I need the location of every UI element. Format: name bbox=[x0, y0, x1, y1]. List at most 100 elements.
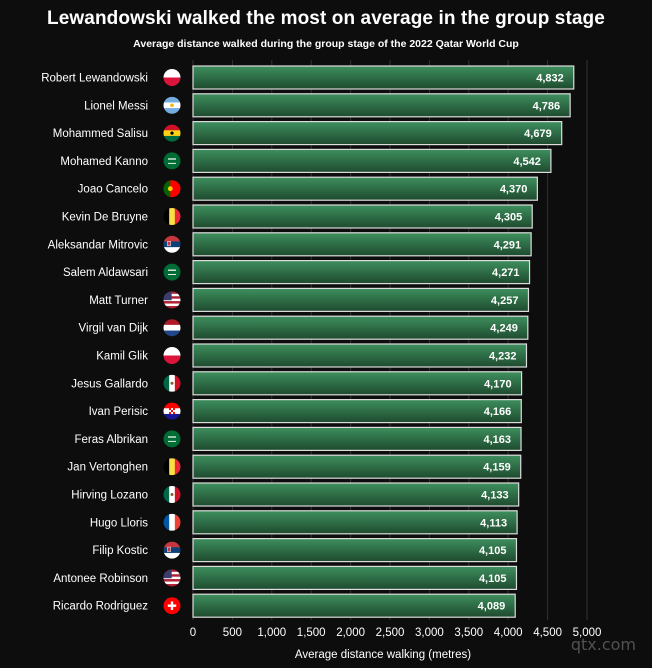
bar bbox=[192, 371, 523, 396]
category-label: Hirving Lozano bbox=[71, 490, 148, 502]
category-label: Mohamed Kanno bbox=[60, 156, 148, 168]
belgium-flag-icon bbox=[163, 458, 181, 476]
x-axis-label: Average distance walking (metres) bbox=[295, 649, 471, 661]
x-tick-label: 4,500 bbox=[533, 627, 562, 639]
category-label: Salem Aldawsari bbox=[63, 267, 148, 279]
poland-flag-icon bbox=[163, 69, 181, 86]
category-labels: Robert Lewandowski Lionel Messi Mohammed S… bbox=[41, 73, 148, 613]
bar-value-label: 4,257 bbox=[491, 295, 519, 307]
category-label: Matt Turner bbox=[89, 295, 148, 307]
bar bbox=[192, 510, 518, 535]
x-tick-label: 1,500 bbox=[297, 627, 326, 639]
x-tick-label: 2,000 bbox=[336, 627, 365, 639]
category-label: Hugo Lloris bbox=[90, 517, 148, 529]
watermark: qtx.com bbox=[570, 635, 636, 654]
bar bbox=[192, 260, 531, 285]
saudi-arabia-flag-icon bbox=[163, 430, 181, 448]
bar-value-label: 4,370 bbox=[500, 184, 528, 196]
bar-value-label: 4,170 bbox=[484, 378, 512, 390]
bar bbox=[192, 537, 518, 563]
category-label: Aleksandar Mitrovic bbox=[48, 239, 149, 251]
category-label: Feras Albrikan bbox=[74, 434, 148, 446]
bar bbox=[192, 315, 529, 340]
bar-value-label: 4,166 bbox=[484, 406, 512, 418]
switzerland-flag-icon bbox=[163, 597, 181, 615]
bar-value-label: 4,542 bbox=[513, 156, 541, 168]
poland-flag-icon bbox=[163, 347, 181, 364]
usa-flag-icon bbox=[163, 291, 181, 309]
bar-value-label: 4,832 bbox=[536, 73, 564, 85]
bar bbox=[192, 593, 516, 618]
bar bbox=[192, 454, 522, 479]
bar bbox=[192, 204, 533, 229]
flags bbox=[163, 69, 181, 615]
category-label: Ivan Perisic bbox=[89, 406, 149, 418]
serbia-flag-icon bbox=[163, 235, 181, 253]
x-tick-label: 3,500 bbox=[454, 627, 483, 639]
category-label: Kevin De Bruyne bbox=[62, 212, 148, 224]
bar bbox=[192, 343, 528, 368]
category-label: Joao Cancelo bbox=[78, 184, 148, 196]
category-label: Virgil van Dijk bbox=[79, 323, 149, 335]
x-tick-label: 0 bbox=[190, 627, 196, 639]
category-label: Filip Kostic bbox=[92, 545, 148, 557]
x-tick-label: 4,000 bbox=[494, 627, 523, 639]
saudi-arabia-flag-icon bbox=[163, 152, 181, 170]
bar-value-label: 4,089 bbox=[478, 601, 506, 613]
netherlands-flag-icon bbox=[163, 319, 181, 337]
bar-value-label: 4,291 bbox=[494, 239, 522, 251]
bar-value-label: 4,271 bbox=[492, 267, 520, 279]
france-flag-icon bbox=[163, 513, 181, 531]
serbia-flag-icon bbox=[163, 541, 181, 559]
bar bbox=[192, 120, 563, 146]
x-axis-ticks: 0 500 1,000 1,500 2,000 2,500 3,000 3,500 4,000 4… bbox=[190, 627, 602, 639]
category-label: Robert Lewandowski bbox=[41, 73, 148, 85]
category-label: Ricardo Rodriguez bbox=[53, 601, 148, 613]
bar bbox=[192, 148, 552, 173]
mexico-flag-icon bbox=[163, 374, 181, 392]
bar-value-label: 4,786 bbox=[533, 100, 561, 112]
bar bbox=[192, 399, 522, 424]
bar bbox=[192, 232, 532, 257]
bar bbox=[192, 482, 520, 507]
bar bbox=[192, 565, 518, 591]
bar-value-label: 4,305 bbox=[495, 212, 523, 224]
x-tick-label: 1,000 bbox=[257, 627, 286, 639]
bar-value-label: 4,163 bbox=[484, 434, 512, 446]
x-tick-label: 3,000 bbox=[415, 627, 444, 639]
category-label: Jesus Gallardo bbox=[71, 378, 148, 390]
category-label: Mohammed Salisu bbox=[53, 128, 148, 140]
bar-value-label: 4,105 bbox=[479, 573, 507, 585]
bar-value-label: 4,133 bbox=[481, 490, 509, 502]
bars: 4,832 4,786 4,679 4,542 4,370 4,305 4,291 4,271… bbox=[192, 65, 575, 618]
bar bbox=[192, 93, 571, 118]
bar bbox=[192, 287, 530, 312]
bar bbox=[192, 426, 522, 451]
chart-title: Lewandowski walked the most on average i… bbox=[47, 8, 605, 29]
bar-value-label: 4,159 bbox=[483, 462, 511, 474]
saudi-arabia-flag-icon bbox=[163, 263, 181, 281]
category-label: Lionel Messi bbox=[84, 100, 148, 112]
mexico-flag-icon bbox=[163, 486, 181, 503]
bar-value-label: 4,105 bbox=[479, 545, 507, 557]
x-tick-label: 500 bbox=[223, 627, 242, 639]
category-label: Kamil Glik bbox=[96, 351, 148, 363]
ghana-flag-icon bbox=[163, 124, 181, 142]
belgium-flag-icon bbox=[163, 208, 181, 225]
bar bbox=[192, 176, 538, 201]
croatia-flag-icon bbox=[163, 402, 181, 420]
bar-value-label: 4,249 bbox=[490, 323, 518, 335]
chart-subtitle: Average distance walked during the group… bbox=[133, 38, 519, 50]
usa-flag-icon bbox=[163, 569, 181, 587]
portugal-flag-icon bbox=[163, 180, 181, 198]
category-label: Jan Vertonghen bbox=[67, 462, 148, 474]
bar-value-label: 4,113 bbox=[480, 517, 507, 529]
bar bbox=[192, 65, 575, 90]
x-tick-label: 5,000 bbox=[573, 627, 602, 639]
x-tick-label: 2,500 bbox=[376, 627, 405, 639]
bar-value-label: 4,232 bbox=[489, 351, 517, 363]
argentina-flag-icon bbox=[163, 96, 181, 114]
bar-value-label: 4,679 bbox=[524, 128, 552, 140]
category-label: Antonee Robinson bbox=[53, 573, 148, 585]
